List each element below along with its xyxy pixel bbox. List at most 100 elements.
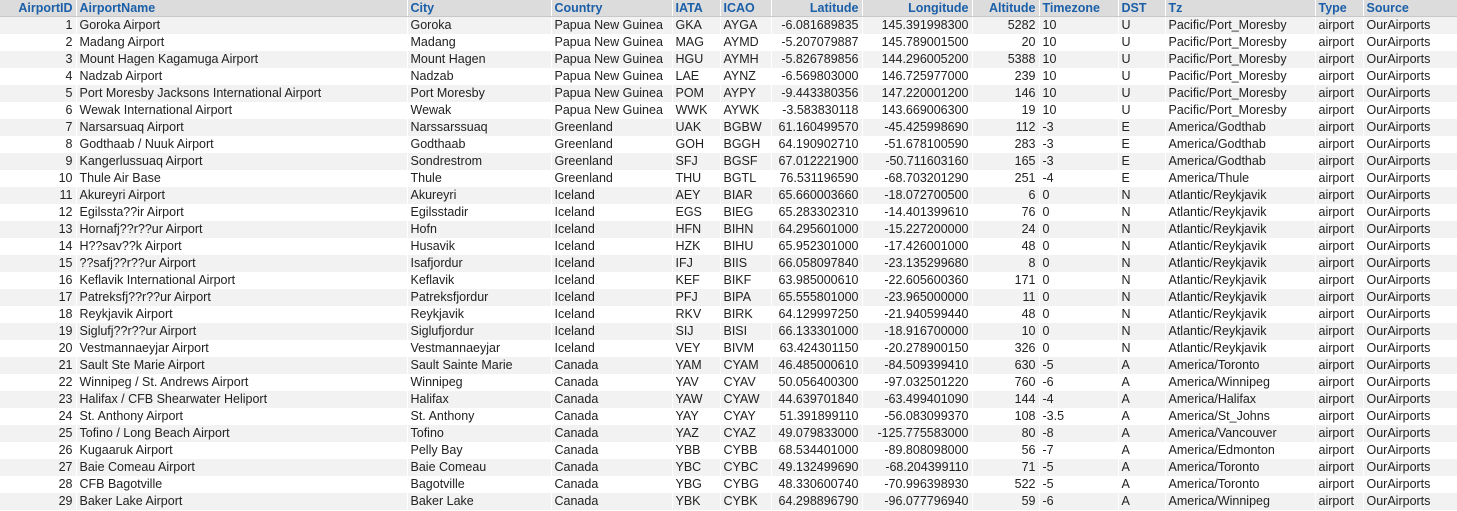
cell-alt: 283 (972, 136, 1040, 153)
cell-icao: CYBG (720, 476, 772, 493)
cell-city: Reykjavik (407, 306, 552, 323)
cell-icao: BGBW (720, 119, 772, 136)
cell-iata: UAK (672, 119, 721, 136)
cell-type: airport (1315, 289, 1364, 306)
cell-country: Iceland (551, 204, 673, 221)
cell-iata: RKV (672, 306, 721, 323)
cell-country: Iceland (551, 340, 673, 357)
cell-icao: AYNZ (720, 68, 772, 85)
table-row[interactable]: 18 Reykjavik Airport Reykjavik Iceland RKV BI… (0, 306, 1457, 323)
table-row[interactable]: 15 ??safj??r??ur Airport Isafjordur Iceland… (0, 255, 1457, 272)
column-header-tz_offset[interactable]: Timezone (1039, 0, 1119, 17)
cell-icao: BIKF (720, 272, 772, 289)
column-header-iata[interactable]: IATA (672, 0, 721, 17)
cell-alt: 24 (972, 221, 1040, 238)
cell-type: airport (1315, 34, 1364, 51)
cell-tz_offset: -4 (1039, 391, 1119, 408)
column-header-dst[interactable]: DST (1118, 0, 1166, 17)
cell-country: Papua New Guinea (551, 51, 673, 68)
table-row[interactable]: 11 Akureyri Airport Akureyri Iceland AEY BIAR… (0, 187, 1457, 204)
table-row[interactable]: 25 Tofino / Long Beach Airport Tofino Canad… (0, 425, 1457, 442)
cell-city: Pelly Bay (407, 442, 552, 459)
table-row[interactable]: 13 Hornafj??r??ur Airport Hofn Iceland HFN BI… (0, 221, 1457, 238)
table-row[interactable]: 19 Siglufj??r??ur Airport Siglufjordur Icel… (0, 323, 1457, 340)
table-row[interactable]: 5 Port Moresby Jacksons International Air… (0, 85, 1457, 102)
cell-tz: America/Godthab (1165, 119, 1316, 136)
cell-tz: Atlantic/Reykjavik (1165, 238, 1316, 255)
cell-alt: 76 (972, 204, 1040, 221)
cell-dst: A (1118, 408, 1166, 425)
cell-alt: 11 (972, 289, 1040, 306)
table-row[interactable]: 6 Wewak International Airport Wewak Papua N… (0, 102, 1457, 119)
cell-alt: 10 (972, 323, 1040, 340)
cell-tz: Atlantic/Reykjavik (1165, 187, 1316, 204)
cell-lat: -3.583830118 (771, 102, 863, 119)
cell-lon: 145.391998300 (862, 16, 973, 34)
table-row[interactable]: 14 H??sav??k Airport Husavik Iceland HZK BIHU… (0, 238, 1457, 255)
table-row[interactable]: 16 Keflavik International Airport Keflavik… (0, 272, 1457, 289)
cell-source: OurAirports (1363, 68, 1457, 85)
table-row[interactable]: 12 Egilssta??ir Airport Egilsstadir Iceland… (0, 204, 1457, 221)
table-row[interactable]: 2 Madang Airport Madang Papua New Guinea MAG… (0, 34, 1457, 51)
column-header-alt[interactable]: Altitude (972, 0, 1040, 17)
column-header-id[interactable]: AirportID (0, 0, 77, 17)
table-row[interactable]: 17 Patreksfj??r??ur Airport Patreksfjordur… (0, 289, 1457, 306)
cell-city: Madang (407, 34, 552, 51)
table-row[interactable]: 21 Sault Ste Marie Airport Sault Sainte Ma… (0, 357, 1457, 374)
column-header-country[interactable]: Country (551, 0, 673, 17)
cell-tz: America/Toronto (1165, 459, 1316, 476)
cell-country: Canada (551, 476, 673, 493)
table-row[interactable]: 26 Kugaaruk Airport Pelly Bay Canada YBB CYBB… (0, 442, 1457, 459)
cell-tz: Pacific/Port_Moresby (1165, 34, 1316, 51)
cell-lat: 44.639701840 (771, 391, 863, 408)
table-body: 1 Goroka Airport Goroka Papua New Guinea GKA… (0, 16, 1457, 510)
cell-alt: 71 (972, 459, 1040, 476)
table-row[interactable]: 7 Narsarsuaq Airport Narssarssuaq Greenland… (0, 119, 1457, 136)
cell-dst: E (1118, 170, 1166, 187)
column-header-lon[interactable]: Longitude (862, 0, 973, 17)
cell-name: Kugaaruk Airport (76, 442, 408, 459)
table-row[interactable]: 20 Vestmannaeyjar Airport Vestmannaeyjar Ic… (0, 340, 1457, 357)
cell-city: Vestmannaeyjar (407, 340, 552, 357)
column-header-type[interactable]: Type (1315, 0, 1364, 17)
column-header-source[interactable]: Source (1363, 0, 1457, 17)
cell-name: Tofino / Long Beach Airport (76, 425, 408, 442)
cell-country: Papua New Guinea (551, 85, 673, 102)
table-row[interactable]: 22 Winnipeg / St. Andrews Airport Winnipeg… (0, 374, 1457, 391)
table-row[interactable]: 8 Godthaab / Nuuk Airport Godthaab Greenlan… (0, 136, 1457, 153)
cell-country: Iceland (551, 272, 673, 289)
cell-icao: BISI (720, 323, 772, 340)
cell-iata: YBK (672, 493, 721, 510)
cell-name: Reykjavik Airport (76, 306, 408, 323)
table-row[interactable]: 24 St. Anthony Airport St. Anthony Canada YA… (0, 408, 1457, 425)
table-row[interactable]: 4 Nadzab Airport Nadzab Papua New Guinea LAE… (0, 68, 1457, 85)
cell-alt: 239 (972, 68, 1040, 85)
cell-source: OurAirports (1363, 238, 1457, 255)
cell-type: airport (1315, 221, 1364, 238)
column-header-tz[interactable]: Tz (1165, 0, 1316, 17)
column-header-lat[interactable]: Latitude (771, 0, 863, 17)
cell-type: airport (1315, 425, 1364, 442)
cell-icao: BIRK (720, 306, 772, 323)
cell-city: Halifax (407, 391, 552, 408)
table-row[interactable]: 3 Mount Hagen Kagamuga Airport Mount Hagen… (0, 51, 1457, 68)
cell-icao: BIPA (720, 289, 772, 306)
table-row[interactable]: 23 Halifax / CFB Shearwater Heliport Halif… (0, 391, 1457, 408)
table-row[interactable]: 29 Baker Lake Airport Baker Lake Canada YBK C… (0, 493, 1457, 510)
cell-lat: 64.129997250 (771, 306, 863, 323)
table-row[interactable]: 9 Kangerlussuaq Airport Sondrestrom Greenla… (0, 153, 1457, 170)
table-row[interactable]: 28 CFB Bagotville Bagotville Canada YBG CYBG 4… (0, 476, 1457, 493)
cell-dst: N (1118, 204, 1166, 221)
cell-lon: 145.789001500 (862, 34, 973, 51)
cell-name: Egilssta??ir Airport (76, 204, 408, 221)
table-row[interactable]: 10 Thule Air Base Thule Greenland THU BGTL 76.… (0, 170, 1457, 187)
table-row[interactable]: 1 Goroka Airport Goroka Papua New Guinea GKA… (0, 16, 1457, 34)
cell-iata: HFN (672, 221, 721, 238)
cell-lat: 68.534401000 (771, 442, 863, 459)
column-header-icao[interactable]: ICAO (720, 0, 772, 17)
table-row[interactable]: 27 Baie Comeau Airport Baie Comeau Canada YB… (0, 459, 1457, 476)
column-header-city[interactable]: City (407, 0, 552, 17)
column-header-name[interactable]: AirportName (76, 0, 408, 17)
cell-tz: America/Winnipeg (1165, 493, 1316, 510)
cell-source: OurAirports (1363, 170, 1457, 187)
